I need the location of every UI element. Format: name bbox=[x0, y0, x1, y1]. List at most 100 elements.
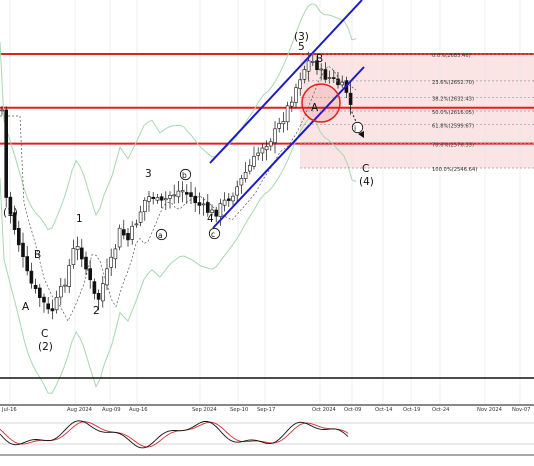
candle-body bbox=[248, 165, 252, 172]
bollinger-upper bbox=[0, 3, 357, 231]
candle-body bbox=[4, 109, 8, 198]
candle-body bbox=[101, 283, 105, 302]
x-tick-label: Aug-16 bbox=[129, 407, 148, 413]
candle-body bbox=[147, 196, 151, 202]
candle-body bbox=[227, 198, 231, 201]
candle-body bbox=[197, 202, 202, 206]
candle-body bbox=[210, 209, 214, 213]
wave-label: c bbox=[211, 230, 215, 239]
candle-body bbox=[189, 192, 193, 197]
oscillator-main-line bbox=[0, 420, 349, 449]
wave-circle bbox=[208, 227, 221, 240]
candle-body bbox=[323, 69, 328, 80]
wave-label: i bbox=[354, 124, 356, 133]
fib-label: 100.0%(2546.64) bbox=[432, 167, 477, 173]
candle-body bbox=[176, 190, 181, 198]
candle-body bbox=[88, 268, 92, 281]
wave-label: (4) bbox=[359, 176, 374, 188]
fib-label: 50.0%(2616.05) bbox=[432, 110, 474, 116]
candle-body bbox=[80, 247, 84, 260]
candle-body bbox=[8, 196, 13, 215]
candle-body bbox=[143, 200, 147, 213]
candle-body bbox=[25, 256, 30, 272]
candle-body bbox=[260, 147, 265, 154]
candle-body bbox=[277, 123, 282, 129]
x-tick-label: Sep 2024 bbox=[192, 407, 217, 413]
candle-body bbox=[67, 265, 71, 287]
candle-body bbox=[201, 203, 206, 206]
candle-body bbox=[63, 284, 67, 287]
projection-arrowhead bbox=[358, 131, 364, 138]
candle-body bbox=[37, 287, 42, 298]
candle-body bbox=[33, 284, 38, 289]
x-tick-label: Oct 2024 bbox=[312, 407, 337, 413]
wave-label: (3) bbox=[294, 31, 309, 43]
candle-body bbox=[126, 233, 130, 241]
candle-body bbox=[306, 60, 311, 72]
candle-body bbox=[180, 190, 185, 193]
candle-body bbox=[235, 186, 239, 196]
highlight-circle bbox=[301, 83, 341, 123]
fib-label: 38.2%(2632.43) bbox=[432, 97, 474, 103]
candle-body bbox=[21, 242, 25, 258]
candle-body bbox=[285, 105, 290, 123]
candle-body bbox=[273, 128, 277, 144]
wave-label: a bbox=[158, 231, 163, 240]
candle-body bbox=[71, 248, 76, 265]
candle-body bbox=[264, 146, 269, 151]
x-tick-label: Jul-16 bbox=[1, 407, 17, 413]
wave-label: C bbox=[41, 328, 48, 340]
candle-body bbox=[327, 77, 332, 79]
candle-body bbox=[0, 109, 4, 112]
candle-body bbox=[185, 192, 189, 195]
candle-body bbox=[92, 281, 97, 294]
candle-body bbox=[319, 68, 324, 71]
wave-label: A bbox=[22, 301, 30, 313]
wave-label: C bbox=[362, 163, 369, 175]
x-tick-label: Aug 2024 bbox=[67, 407, 93, 413]
candle-body bbox=[130, 225, 134, 240]
candle-body bbox=[75, 246, 80, 250]
candle-body bbox=[222, 199, 227, 206]
candle-body bbox=[151, 196, 155, 199]
candle-body bbox=[50, 308, 55, 312]
wave-label: 1 bbox=[76, 213, 83, 225]
candle-body bbox=[231, 195, 235, 202]
wave-circle bbox=[351, 121, 364, 134]
candle-body bbox=[109, 256, 113, 268]
fib-label: 78.6%(2576.35) bbox=[432, 143, 474, 149]
x-tick-label: Nov 2024 bbox=[477, 407, 503, 413]
x-tick-label: Sep-17 bbox=[257, 407, 275, 413]
wave-label: B bbox=[34, 249, 41, 261]
candle-body bbox=[46, 303, 51, 310]
candle-body bbox=[42, 296, 46, 303]
x-tick-label: Oct-19 bbox=[403, 407, 420, 413]
candle-body bbox=[310, 61, 315, 63]
candle-body bbox=[315, 60, 319, 71]
candle-body bbox=[348, 92, 353, 105]
candle-body bbox=[252, 156, 256, 167]
channel-upper-line bbox=[209, 0, 363, 164]
wave-label: b bbox=[182, 171, 187, 180]
candle-body bbox=[168, 195, 172, 199]
moving-average bbox=[0, 65, 357, 322]
candle-body bbox=[193, 195, 197, 204]
candle-body bbox=[105, 268, 109, 286]
candle-body bbox=[113, 248, 118, 260]
candle-body bbox=[16, 228, 21, 246]
candle-body bbox=[268, 141, 273, 147]
wave-circle bbox=[155, 228, 168, 241]
wave-label: 4 bbox=[207, 213, 214, 225]
wave-label: (2) bbox=[38, 341, 53, 353]
candle-body bbox=[96, 292, 101, 300]
candle-body bbox=[206, 202, 210, 213]
x-tick-label: Oct-09 bbox=[344, 407, 361, 413]
candle-body bbox=[164, 198, 168, 201]
candle-body bbox=[84, 256, 88, 270]
candle-body bbox=[243, 172, 248, 179]
candle-body bbox=[159, 196, 164, 201]
x-tick-label: Oct-24 bbox=[432, 407, 450, 413]
candle-body bbox=[336, 78, 340, 86]
